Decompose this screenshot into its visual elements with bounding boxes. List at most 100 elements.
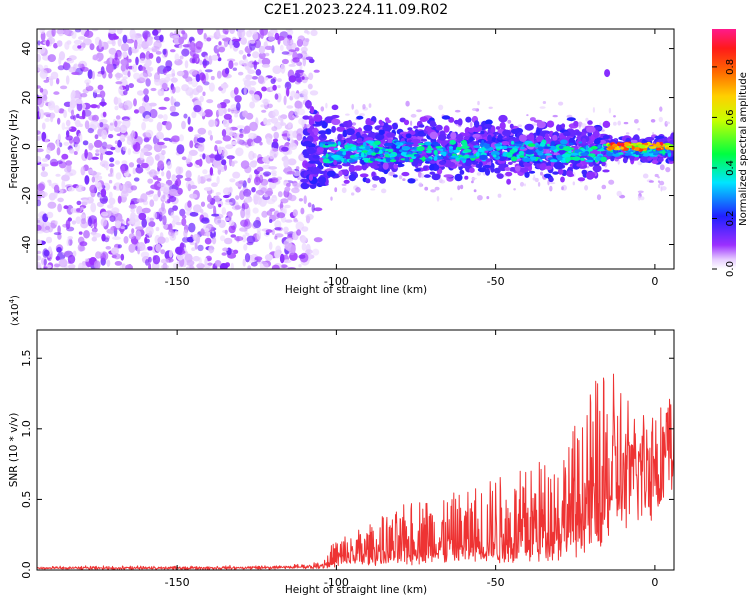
heatmap-cell xyxy=(199,59,203,66)
heatmap-cell xyxy=(131,130,136,139)
heatmap-cell xyxy=(214,140,223,145)
heatmap-cell xyxy=(238,71,244,76)
heatmap-cell xyxy=(506,152,513,158)
heatmap-cell xyxy=(208,154,217,159)
heatmap-cell xyxy=(450,155,460,158)
heatmap-cell xyxy=(361,163,368,171)
heatmap-cell xyxy=(236,102,241,111)
heatmap-cell xyxy=(198,257,202,265)
heatmap-cell xyxy=(232,38,241,42)
heatmap-cell xyxy=(73,151,78,155)
heatmap-cell xyxy=(38,97,45,108)
heatmap-cell xyxy=(177,187,183,195)
heatmap-cell xyxy=(249,80,257,86)
heatmap-cell xyxy=(303,195,307,205)
heatmap-cell xyxy=(204,69,213,73)
heatmap-cell xyxy=(181,120,186,130)
snr-series-line xyxy=(37,373,674,570)
heatmap-cell xyxy=(429,164,435,171)
heatmap-cell xyxy=(61,122,66,131)
heatmap-cell xyxy=(39,87,44,93)
heatmap-cell xyxy=(249,41,256,51)
heatmap-cell xyxy=(301,76,305,80)
heatmap-cell xyxy=(504,166,511,171)
heatmap-cell xyxy=(595,156,601,162)
heatmap-cell xyxy=(222,135,232,142)
heatmap-cell xyxy=(293,217,298,221)
heatmap-cell xyxy=(148,221,156,228)
heatmap-cell xyxy=(240,208,246,219)
heatmap-cell xyxy=(230,110,238,115)
heatmap-cell xyxy=(252,207,259,214)
colorbar-gradient xyxy=(712,29,736,269)
spectrogram-y-axis-title: Frequency (Hz) xyxy=(8,109,20,188)
heatmap-cell xyxy=(292,182,301,188)
heatmap-cell xyxy=(629,155,635,161)
heatmap-cell xyxy=(639,196,645,201)
heatmap-cell xyxy=(175,222,184,226)
heatmap-cell xyxy=(509,123,514,129)
heatmap-cell xyxy=(197,244,204,252)
heatmap-cell xyxy=(358,146,366,149)
heatmap-cell xyxy=(67,264,76,269)
heatmap-cell xyxy=(271,172,277,177)
heatmap-cell xyxy=(101,163,105,167)
heatmap-cell xyxy=(203,187,212,191)
heatmap-cell xyxy=(272,148,279,152)
heatmap-cell xyxy=(155,243,162,252)
heatmap-cell xyxy=(222,187,232,195)
heatmap-cell xyxy=(300,178,309,183)
heatmap-cell xyxy=(448,146,454,149)
heatmap-cell xyxy=(230,104,238,111)
heatmap-cell xyxy=(205,231,211,237)
heatmap-cell xyxy=(107,134,114,139)
heatmap-cell xyxy=(266,210,273,216)
heatmap-cell xyxy=(225,126,233,136)
heatmap-cell xyxy=(233,249,239,254)
heatmap-cell xyxy=(76,102,83,112)
heatmap-cell xyxy=(370,165,380,169)
heatmap-cell xyxy=(319,143,324,148)
heatmap-cell xyxy=(558,145,564,150)
heatmap-cell xyxy=(347,119,353,128)
heatmap-cell xyxy=(397,163,405,167)
heatmap-cell xyxy=(39,69,48,80)
heatmap-cell xyxy=(379,176,386,184)
heatmap-cell xyxy=(479,154,488,161)
heatmap-cell xyxy=(100,211,109,217)
heatmap-cell xyxy=(237,29,246,38)
heatmap-cell xyxy=(178,36,185,45)
heatmap-cell xyxy=(357,137,363,142)
heatmap-cell xyxy=(423,174,431,178)
heatmap-cell xyxy=(378,149,383,155)
heatmap-cell xyxy=(651,160,659,164)
heatmap-cell xyxy=(345,113,350,116)
heatmap-cell xyxy=(149,199,155,207)
heatmap-cell xyxy=(290,90,296,98)
heatmap-cell xyxy=(374,140,381,146)
heatmap-cell xyxy=(108,179,113,184)
heatmap-cell xyxy=(185,259,195,266)
heatmap-cell xyxy=(48,101,56,111)
heatmap-cell xyxy=(93,218,98,229)
heatmap-cell xyxy=(375,133,385,141)
heatmap-cell xyxy=(234,62,239,66)
heatmap-cell xyxy=(40,171,48,178)
heatmap-cell xyxy=(657,157,664,163)
heatmap-cell xyxy=(540,171,543,176)
heatmap-cell xyxy=(153,79,160,83)
heatmap-cell xyxy=(153,211,158,220)
heatmap-cell xyxy=(477,195,483,201)
heatmap-cell xyxy=(84,149,88,159)
heatmap-cell xyxy=(409,158,414,163)
heatmap-cell xyxy=(267,137,271,143)
heatmap-cell xyxy=(660,186,663,192)
y-tick-label: -20 xyxy=(20,187,33,205)
heatmap-cell xyxy=(163,114,168,121)
y-tick-label: -40 xyxy=(20,236,33,254)
heatmap-cell xyxy=(387,162,394,169)
heatmap-cell xyxy=(127,58,132,63)
heatmap-cell xyxy=(51,29,56,37)
heatmap-cell xyxy=(497,193,502,198)
heatmap-cell xyxy=(512,137,520,143)
